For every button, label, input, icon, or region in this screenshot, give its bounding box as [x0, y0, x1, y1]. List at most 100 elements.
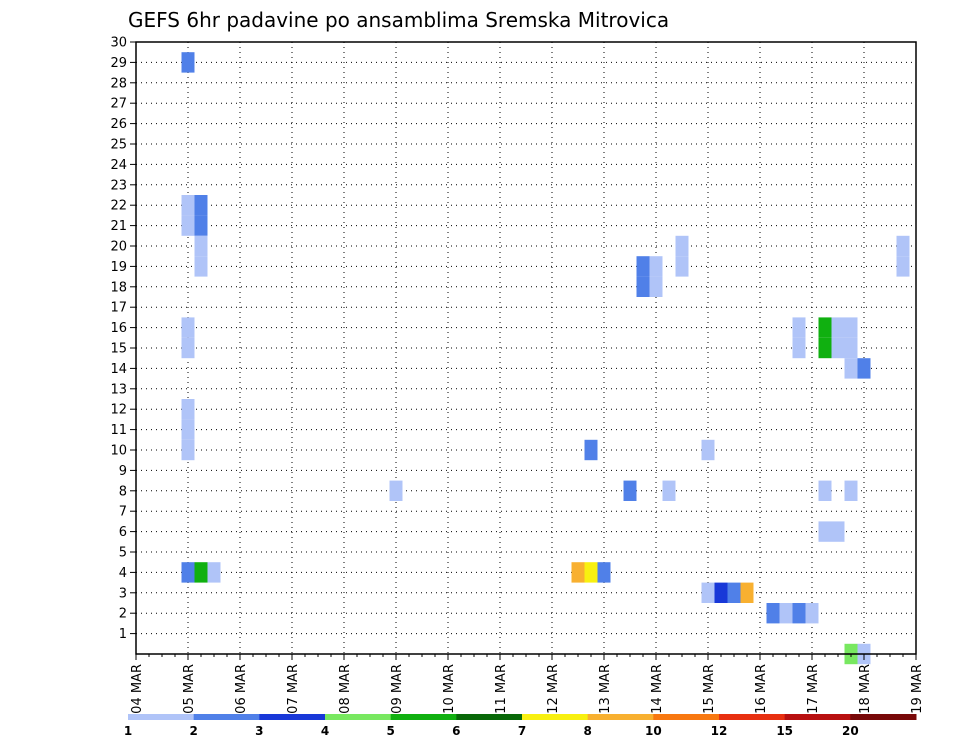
legend-label: 15: [776, 724, 793, 738]
legend-swatch: [325, 714, 392, 720]
heatmap-cell: [181, 195, 195, 216]
heatmap-cell: [779, 603, 793, 624]
heatmap-cell: [636, 276, 650, 297]
x-tick-label: 05 MAR: [182, 664, 197, 714]
y-tick-label: 20: [110, 240, 127, 255]
y-tick-label: 5: [119, 546, 127, 561]
heatmap-cell: [649, 276, 663, 297]
heatmap-cell: [207, 562, 221, 583]
heatmap-cell: [181, 419, 195, 440]
y-tick-label: 18: [110, 280, 127, 295]
y-tick-label: 11: [110, 423, 127, 438]
y-axis: 1234567891011121314151617181920212223242…: [110, 36, 136, 642]
legend-swatch: [456, 714, 523, 720]
legend: 1 2 3 4 5 6 7 8 10 12 15 20: [124, 714, 917, 738]
heatmap-cell: [623, 480, 637, 501]
y-tick-label: 15: [110, 342, 127, 357]
legend-swatch: [390, 714, 457, 720]
legend-swatch: [193, 714, 260, 720]
heatmap-cell: [181, 562, 195, 583]
x-tick-label: 07 MAR: [286, 664, 301, 714]
legend-swatch: [587, 714, 654, 720]
y-tick-label: 14: [110, 362, 127, 377]
heatmap-cell: [701, 582, 715, 603]
heatmap-cell: [818, 317, 832, 338]
legend-swatch: [522, 714, 589, 720]
x-tick-label: 04 MAR: [130, 664, 145, 714]
y-tick-label: 2: [119, 607, 127, 622]
heatmap-cell: [194, 215, 208, 236]
chart-title: GEFS 6hr padavine po ansamblima Sremska …: [128, 8, 669, 32]
x-tick-label: 11 MAR: [494, 664, 509, 714]
legend-label: 4: [321, 724, 329, 738]
y-tick-label: 10: [110, 444, 127, 459]
legend-label: 10: [645, 724, 662, 738]
heatmap-cell: [181, 337, 195, 359]
heatmap-cell: [662, 480, 676, 501]
heatmap-cell: [194, 235, 208, 257]
heatmap-cell: [844, 358, 858, 379]
heatmap-cell: [740, 582, 754, 603]
y-tick-label: 28: [110, 76, 127, 91]
heatmap-cell: [194, 195, 208, 216]
y-tick-label: 7: [119, 505, 127, 520]
heatmap-cell: [818, 337, 832, 359]
y-tick-label: 22: [110, 199, 127, 214]
x-tick-label: 17 MAR: [806, 664, 821, 714]
x-tick-label: 12 MAR: [546, 664, 561, 714]
x-tick-label: 16 MAR: [754, 664, 769, 714]
heatmap-cell: [896, 235, 910, 257]
y-tick-label: 6: [119, 525, 127, 540]
legend-swatch: [259, 714, 326, 720]
heatmap-cell: [181, 439, 195, 461]
heatmap-cell: [818, 480, 832, 501]
y-tick-label: 24: [110, 158, 127, 173]
x-axis: 04 MAR 05 MAR 06 MAR 07 MAR 08 MAR 09 MAR 10 M…: [130, 654, 925, 714]
heatmap-cell: [181, 215, 195, 236]
y-tick-label: 23: [110, 178, 127, 193]
heatmap-cell: [844, 480, 858, 501]
x-tick-label: 13 MAR: [598, 664, 613, 714]
x-tick-label: 18 MAR: [858, 664, 873, 714]
heatmap-cell: [181, 317, 195, 338]
heatmap-cell: [792, 317, 806, 338]
y-tick-label: 19: [110, 260, 127, 275]
y-tick-label: 4: [119, 566, 127, 581]
heatmap-cell: [649, 256, 663, 277]
heatmap-cell: [844, 317, 858, 338]
y-tick-label: 8: [119, 484, 127, 499]
y-tick-label: 3: [119, 586, 127, 601]
legend-label: 20: [842, 724, 859, 738]
heatmap-cell: [675, 235, 689, 257]
heatmap-cell: [181, 52, 195, 73]
y-tick-label: 29: [110, 56, 127, 71]
x-tick-label: 06 MAR: [234, 664, 249, 714]
x-tick-label: 10 MAR: [442, 664, 457, 714]
heatmap-cell: [831, 317, 845, 338]
y-tick-label: 27: [110, 97, 127, 112]
heatmap-cell: [857, 358, 871, 379]
heatmap-cell: [792, 603, 806, 624]
heatmap-cell: [896, 256, 910, 277]
heatmap-cell: [584, 562, 598, 583]
heatmap-cell: [584, 439, 598, 461]
y-tick-label: 26: [110, 117, 127, 132]
legend-swatch: [653, 714, 720, 720]
x-tick-label: 15 MAR: [702, 664, 717, 714]
legend-swatch: [719, 714, 786, 720]
heatmap-cell: [597, 562, 611, 583]
y-tick-label: 9: [119, 464, 127, 479]
heatmap-cell: [831, 337, 845, 359]
legend-label: 3: [255, 724, 263, 738]
heatmap-cell: [844, 337, 858, 359]
heatmap-cell: [714, 582, 728, 603]
x-tick-label: 19 MAR: [910, 664, 925, 714]
y-tick-label: 17: [110, 301, 127, 316]
heatmap-cell: [818, 521, 832, 542]
x-tick-label: 09 MAR: [390, 664, 405, 714]
legend-label: 12: [711, 724, 728, 738]
heatmap-cell: [727, 582, 741, 603]
heatmap-cell: [636, 256, 650, 277]
legend-swatch: [784, 714, 851, 720]
